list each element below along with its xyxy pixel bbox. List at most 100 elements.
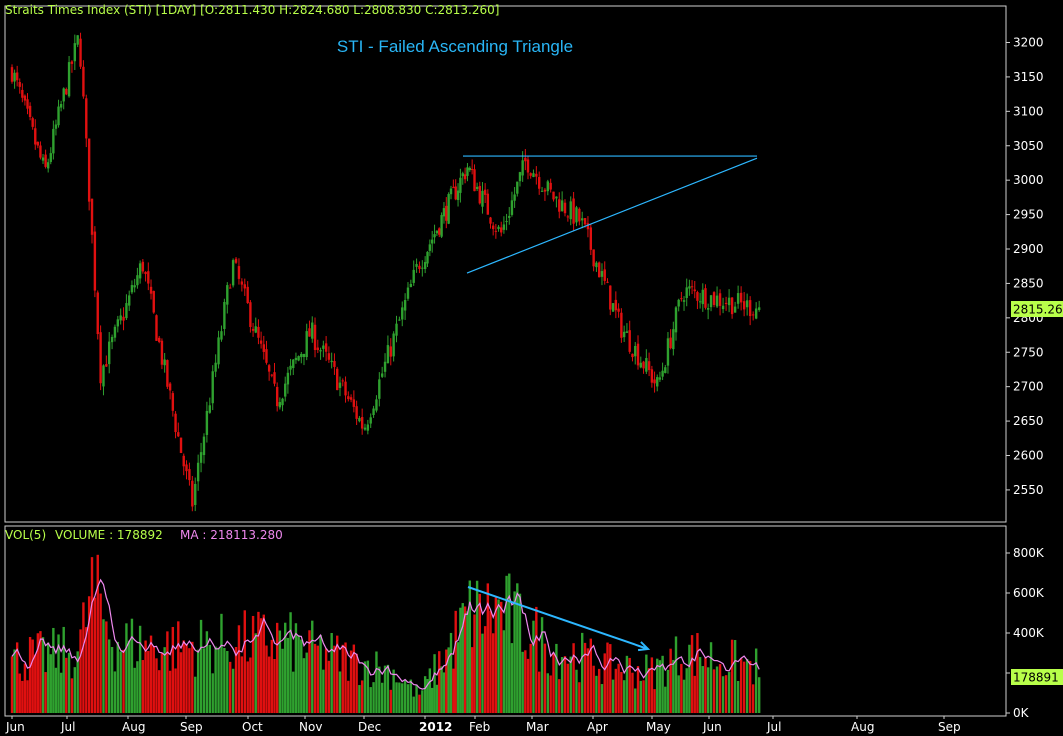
volume-bar [491,633,495,713]
price-candle-body [275,386,279,407]
price-candle-body [122,316,125,321]
volume-bar [262,614,265,713]
volume-bar [82,602,85,713]
price-candle-body [727,297,731,306]
volume-bar [724,675,728,713]
price-candle-body [513,194,516,201]
volume-bar [251,615,255,713]
volume-bar [46,642,50,713]
volume-bar [508,573,511,713]
price-candle-body [549,182,552,190]
price-candle-body [194,483,197,505]
price-candle-body [677,299,680,307]
price-candle-body [466,167,469,176]
price-candle-body [595,262,598,268]
volume-bar [23,663,27,713]
last-volume-label: 178891 [1013,671,1059,685]
price-candle-body [79,38,82,67]
volume-bar [674,636,678,713]
support-line [466,157,758,274]
volume-bar [483,626,487,713]
volume-bar [217,647,220,713]
date-tick-label: Sep [180,720,203,734]
price-candle-body [217,337,220,365]
volume-bar [748,660,752,713]
volume-bar [463,606,467,713]
price-candle-body [473,169,476,192]
price-candle-body [202,436,206,456]
volume-bar [452,668,455,713]
volume-bar [442,672,446,713]
price-candle-body [555,196,558,199]
price-candle-body [532,173,535,178]
volume-bar [398,682,401,713]
price-candle-body [292,359,295,369]
volume-bar [344,642,347,713]
price-candle-body [278,402,282,408]
volume-bar [486,583,490,713]
volume-bar [87,596,91,713]
price-candle-body [177,432,180,437]
price-candle-body [518,172,522,182]
price-candle-body [26,99,29,109]
volume-bar [653,689,656,713]
volume-bar [447,647,450,713]
volume-bar [563,656,567,713]
price-candle-body [500,227,503,233]
price-candle-body [240,281,244,285]
volume-bar [642,680,645,713]
volume-bar [438,651,441,713]
price-candle-body [324,343,328,352]
date-tick-label: Oct [242,720,263,734]
volume-bar [706,667,710,713]
volume-bar [96,554,99,713]
volume-bar [682,679,686,713]
price-candle-body [478,185,481,204]
volume-bar [639,680,642,713]
volume-bar [631,672,634,713]
volume-bar [745,658,749,713]
volume-tick-label: 800K [1013,546,1045,560]
price-candle-body [606,281,609,283]
volume-bar [259,618,263,713]
volume-bar [257,611,260,713]
price-candle-body [647,361,651,371]
volume-bar [524,650,527,713]
volume-bar [409,679,413,713]
price-candle-body [297,356,300,361]
volume-bar [15,642,19,713]
price-candle-body [316,347,320,350]
price-candle-body [566,216,570,218]
volume-bar [21,680,24,713]
price-candle-body [138,263,142,279]
last-volume-tag [1011,669,1063,685]
volume-bar [249,657,252,713]
volume-bar [355,653,358,713]
volume-bar [672,659,675,713]
price-candle-body [704,288,707,308]
volume-bar [327,660,331,713]
price-candle-body [468,167,471,171]
price-candle-body [305,331,308,358]
volume-bar [211,673,214,713]
volume-bar [171,626,175,713]
price-candle-body [569,201,572,220]
volume-bar [188,648,191,713]
price-candle-body [529,173,532,176]
volume-bar [128,640,131,713]
price-candle-body [171,393,175,411]
price-candle-body [706,308,710,310]
volume-bar [549,675,552,713]
volume-bar [597,668,601,713]
price-candle-body [634,346,637,357]
price-candle-body [745,300,749,308]
volume-bar [152,646,155,713]
price-candle-body [152,290,155,313]
price-candle-body [141,261,145,272]
price-tick-label: 2850 [1013,276,1044,290]
price-candle-body [661,370,664,377]
price-candle-body [693,289,696,292]
price-candle-body [625,331,629,333]
volume-bar [67,652,71,713]
volume-bar [229,661,232,713]
